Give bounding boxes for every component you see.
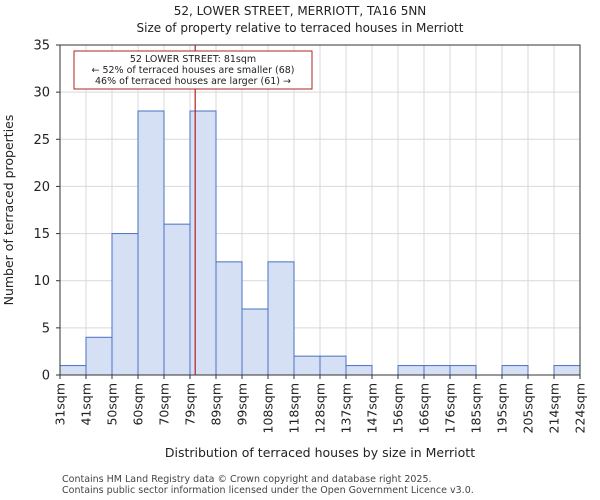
axis-labels: Distribution of terraced houses by size …	[1, 115, 475, 460]
x-tick-label: 70sqm	[157, 383, 172, 426]
x-tick-label: 214sqm	[547, 383, 562, 433]
bar	[449, 365, 477, 376]
x-axis-label: Distribution of terraced houses by size …	[165, 445, 475, 460]
x-tick-label: 31sqm	[53, 383, 68, 426]
bar	[319, 355, 347, 376]
bar	[267, 261, 295, 376]
x-tick-label: 128sqm	[313, 383, 328, 433]
chart-title: 52, LOWER STREET, MERRIOTT, TA16 5NN	[173, 4, 427, 18]
bar	[397, 365, 425, 376]
x-tick-label: 137sqm	[339, 383, 354, 433]
bar	[215, 261, 243, 376]
x-tick-label: 118sqm	[287, 383, 302, 433]
annotation-line-1: 52 LOWER STREET: 81sqm	[130, 54, 256, 65]
bar	[59, 365, 87, 376]
y-axis-label: Number of terraced properties	[1, 115, 16, 306]
footer-line-2: Contains public sector information licen…	[62, 485, 474, 496]
bar	[293, 355, 321, 376]
bar	[241, 308, 269, 376]
x-tick-label: 205sqm	[521, 383, 536, 433]
x-tick-label: 79sqm	[183, 383, 198, 426]
x-tick-label: 89sqm	[209, 383, 224, 426]
x-tick-label: 156sqm	[391, 383, 406, 433]
footer-line-1: Contains HM Land Registry data © Crown c…	[62, 474, 432, 485]
y-tick-label: 15	[33, 227, 50, 242]
x-tick-label: 176sqm	[443, 383, 458, 433]
annotation: 52 LOWER STREET: 81sqm← 52% of terraced …	[73, 50, 313, 90]
x-tick-label: 224sqm	[573, 383, 588, 433]
x-tick-label: 147sqm	[365, 383, 380, 433]
y-tick-label: 10	[33, 274, 50, 289]
annotation-box	[73, 50, 313, 90]
bar	[111, 233, 139, 376]
bar	[501, 365, 529, 376]
x-tick-label: 99sqm	[235, 383, 250, 426]
annotation-line-3: 46% of terraced houses are larger (61) →	[95, 76, 291, 87]
y-tick-label: 20	[33, 180, 50, 195]
x-tick-label: 185sqm	[469, 383, 484, 433]
x-tick-label: 108sqm	[261, 383, 276, 433]
y-tick-label: 0	[42, 369, 50, 384]
bar	[423, 365, 451, 376]
annotation-line-2: ← 52% of terraced houses are smaller (68…	[91, 65, 294, 76]
y-tick-label: 25	[33, 133, 50, 148]
x-tick-label: 41sqm	[79, 383, 94, 426]
bar	[189, 110, 217, 376]
x-tick-label: 195sqm	[495, 383, 510, 433]
x-tick-label: 166sqm	[417, 383, 432, 433]
y-tick-label: 35	[33, 39, 50, 54]
x-tick-label: 50sqm	[105, 383, 120, 426]
bar	[85, 336, 113, 376]
axes: 0 5 10 15 20 25 30 35 31sqm 41sqm 50sqm 60sqm 70sqm 7…	[33, 39, 587, 434]
bar	[553, 365, 581, 376]
x-tick-label: 60sqm	[131, 383, 146, 426]
y-tick-label: 5	[42, 321, 50, 336]
bar	[163, 223, 191, 376]
bar	[137, 110, 165, 376]
y-tick-label: 30	[33, 86, 50, 101]
chart-subtitle: Size of property relative to terraced ho…	[136, 21, 464, 35]
bar	[345, 365, 373, 376]
